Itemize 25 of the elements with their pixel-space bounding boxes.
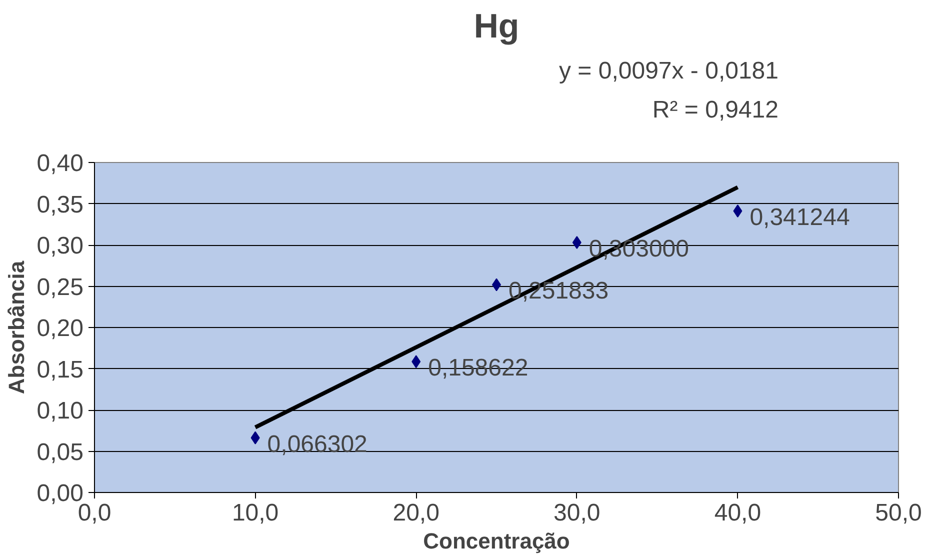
- y-tick-label: 0,15: [36, 356, 84, 384]
- x-tick-label: 30,0: [554, 500, 600, 526]
- y-tick-label: 0,20: [36, 315, 84, 342]
- chart-title: Hg: [474, 8, 520, 46]
- x-tick-label: 40,0: [714, 500, 762, 526]
- y-tick-label: 0,05: [36, 438, 84, 466]
- x-tick-label: 0,0: [78, 500, 112, 526]
- y-tick-label: 0,40: [36, 150, 84, 177]
- point: [572, 236, 582, 250]
- point: [733, 204, 742, 218]
- y-tick-label: 0,10: [36, 398, 84, 424]
- data-label: 0,066302: [267, 430, 368, 458]
- y-tick-label: 0,35: [36, 191, 84, 218]
- x-tick-label: 50,0: [875, 500, 922, 526]
- x-tick-label: 10,0: [232, 500, 279, 526]
- y-axis-title: Absorbância: [4, 260, 29, 394]
- text: y = 0,0097x - 0,0181: [559, 58, 779, 84]
- x-axis-title: Concentração: [423, 528, 570, 554]
- y-tick-label: 0,30: [36, 232, 84, 260]
- point: [412, 355, 421, 368]
- y-tick-label: 0,25: [36, 274, 84, 301]
- data-label: 0,341244: [750, 204, 850, 231]
- point: [250, 431, 260, 444]
- text: R² = 0,9412: [652, 96, 779, 124]
- x-tick-label: 20,0: [392, 500, 440, 526]
